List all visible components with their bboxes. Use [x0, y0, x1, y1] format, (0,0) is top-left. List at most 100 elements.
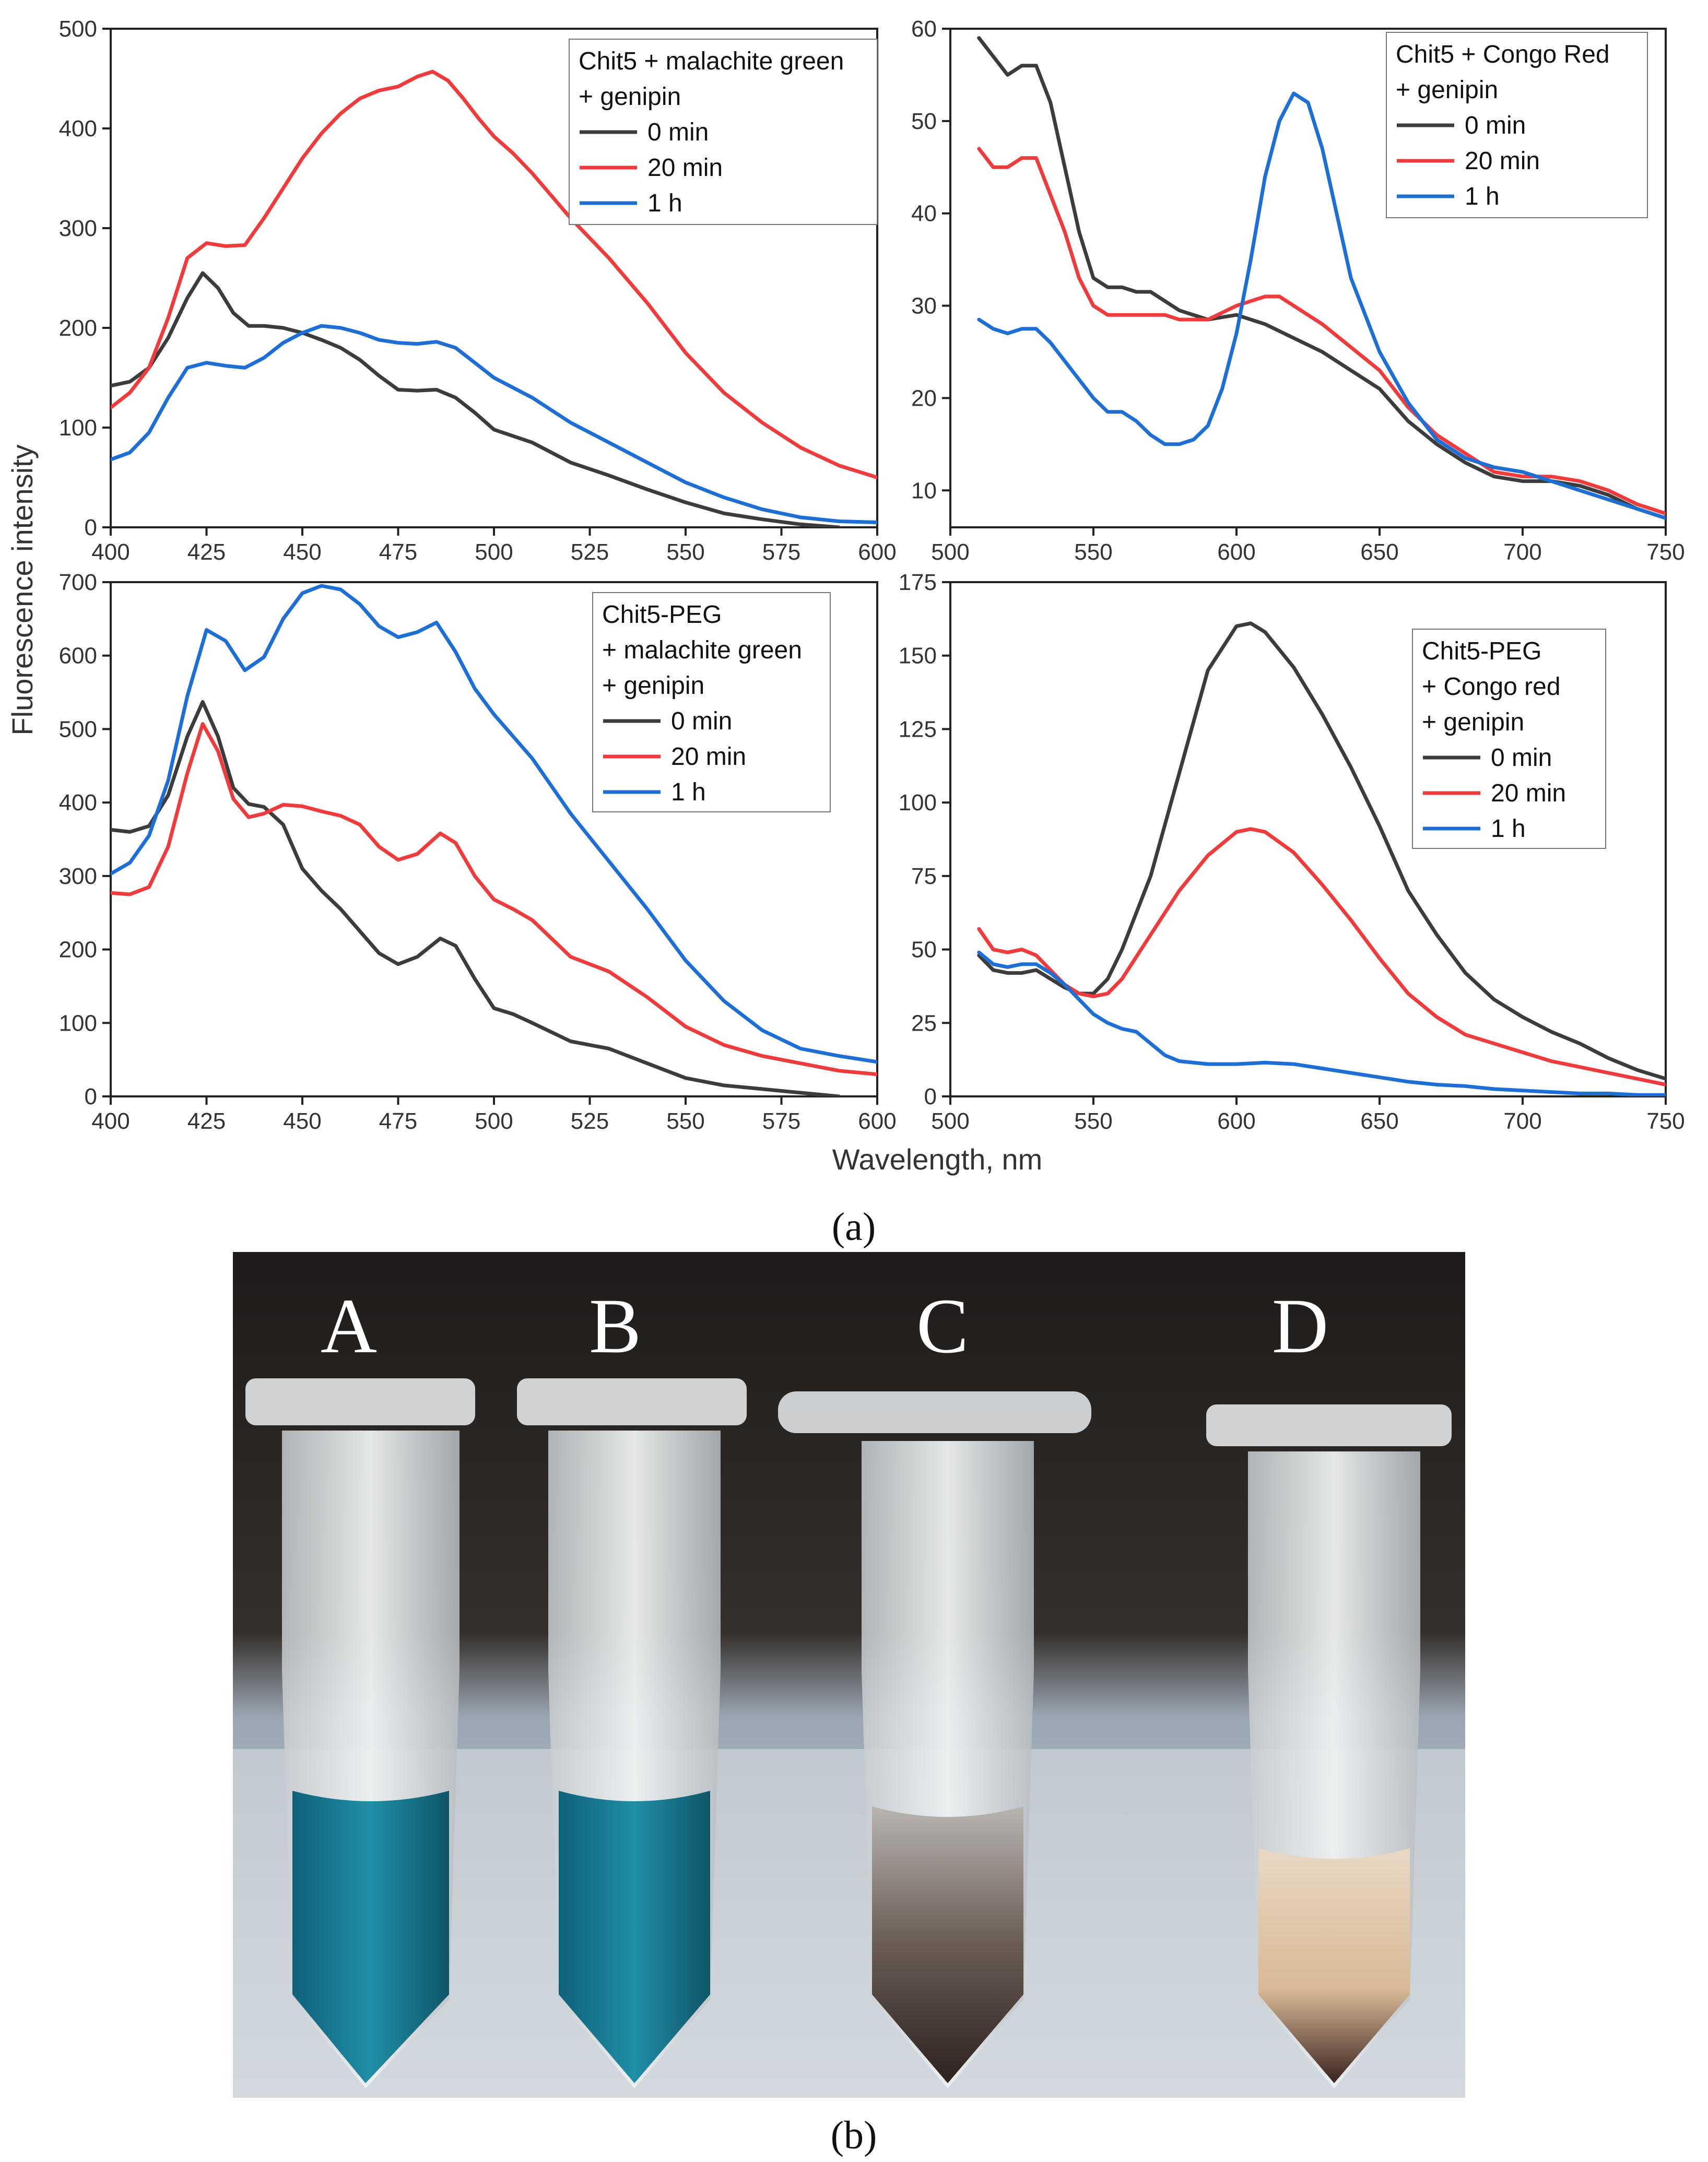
x-tick-label: 450: [283, 539, 321, 565]
y-tick-label: 600: [59, 643, 97, 669]
panel-label-a: (a): [832, 1205, 876, 1249]
series-line-1-h: [111, 324, 877, 524]
legend-label-1-h: 1 h: [647, 190, 682, 217]
blue-liquid: [292, 1791, 449, 2083]
tube-d: [1206, 1404, 1452, 2088]
blue-liquid: [559, 1791, 710, 2083]
series-line-20-min: [977, 827, 1666, 1086]
x-tick-label: 575: [762, 1108, 800, 1134]
legend-label-20-min: 20 min: [647, 154, 723, 182]
tube-cap: [1206, 1404, 1452, 1446]
x-tick-label: 475: [379, 539, 417, 565]
y-tick-label: 40: [911, 201, 937, 227]
y-tick-label: 0: [85, 1084, 97, 1109]
x-tick-label: 550: [1074, 1108, 1112, 1134]
y-tick-label: 50: [911, 937, 937, 963]
series-line-0-min: [111, 700, 841, 1096]
x-tick-label: 500: [931, 539, 969, 565]
x-tick-label: 400: [91, 539, 129, 565]
tube-label-d: D: [1272, 1283, 1328, 1369]
charts-layer: 400 425 450 475 500 525 550 575 6000100200300400…: [59, 16, 1685, 1134]
y-tick-label: 175: [899, 570, 937, 595]
legend-title-line: + genipin: [579, 83, 681, 111]
x-tick-label: 600: [858, 539, 896, 565]
chart-panel-1: 400 425 450 475 500 525 550 575 600 0 100 200 300 400…: [59, 16, 897, 565]
legend-title-line: Chit5 + malachite green: [579, 48, 844, 75]
y-tick-label: 300: [59, 864, 97, 889]
y-tick-label: 200: [59, 937, 97, 963]
legend-label-1-h: 1 h: [671, 778, 706, 806]
x-tick-label: 550: [666, 539, 704, 565]
series-line-1-h: [111, 584, 877, 1064]
tube-label-c: C: [916, 1283, 969, 1369]
y-tick-label: 60: [911, 16, 937, 42]
legend: Chit5 + malachite green + genipin 0 min 20 …: [569, 39, 878, 225]
y-tick-label: 400: [59, 116, 97, 141]
x-axis-title: Wavelength, nm: [832, 1143, 1043, 1176]
y-tick-label: 500: [59, 716, 97, 742]
legend-label-0-min: 0 min: [1491, 744, 1552, 772]
y-tick-label: 500: [59, 16, 97, 42]
x-tick-label: 525: [571, 1108, 609, 1134]
tube-c: [778, 1391, 1091, 2088]
tube-b: [517, 1378, 747, 2088]
y-axis-title: Fluorescence intensity: [6, 444, 39, 735]
x-tick-label: 600: [1217, 1108, 1255, 1134]
series-line-0-min: [111, 271, 841, 527]
x-tick-label: 750: [1646, 539, 1685, 565]
legend-title-line: Chit5-PEG: [1422, 637, 1541, 665]
tube-label-b: B: [589, 1283, 641, 1369]
y-tick-label: 100: [59, 1010, 97, 1036]
photo-panel: A B C D: [233, 1252, 1465, 2098]
legend-title-line: Chit5-PEG: [602, 601, 722, 629]
y-tick-label: 10: [911, 478, 937, 503]
y-tick-label: 50: [911, 109, 937, 134]
x-tick-label: 600: [858, 1108, 896, 1134]
x-tick-label: 500: [475, 1108, 513, 1134]
x-tick-label: 400: [91, 1108, 129, 1134]
y-tick-label: 300: [59, 216, 97, 241]
x-tick-label: 475: [379, 1108, 417, 1134]
y-tick-label: 400: [59, 790, 97, 816]
y-tick-label: 700: [59, 570, 97, 595]
panel-label-b: (b): [831, 2113, 877, 2157]
legend-box: [1412, 629, 1606, 849]
legend-label-1-h: 1 h: [1465, 183, 1500, 210]
y-tick-label: 25: [911, 1010, 937, 1036]
series-line-20-min: [111, 722, 877, 1077]
y-tick-label: 100: [59, 415, 97, 441]
legend-label-0-min: 0 min: [671, 707, 732, 735]
series-line-0-min: [977, 36, 1666, 520]
series-line-1-h: [977, 91, 1666, 520]
series-line-20-min: [977, 147, 1666, 515]
legend-title-line: + genipin: [602, 672, 704, 700]
y-tick-label: 200: [59, 315, 97, 341]
legend-label-0-min: 0 min: [647, 119, 709, 146]
tube-cap: [245, 1378, 475, 1425]
series-line-0-min: [977, 621, 1666, 1081]
x-tick-label: 550: [666, 1108, 704, 1134]
x-tick-label: 425: [187, 1108, 226, 1134]
legend: Chit5-PEG + Congo red + genipin 0 min 20 min…: [1412, 629, 1606, 849]
tube-label-a: A: [321, 1283, 377, 1369]
legend: Chit5-PEG + malachite green + genipin 0 min…: [592, 592, 831, 812]
y-tick-label: 30: [911, 293, 937, 319]
tube-a: [245, 1378, 475, 2088]
legend-title-line: + genipin: [1396, 76, 1498, 104]
x-tick-label: 650: [1360, 539, 1398, 565]
y-tick-label: 0: [85, 515, 97, 540]
brown-suspension: [872, 1806, 1023, 2083]
y-tick-label: 75: [911, 864, 937, 889]
x-tick-label: 500: [475, 539, 513, 565]
chart-panel-2: 500 550 600 650 700 750 10 20 30 40 50 60 Chit5 + Co…: [911, 16, 1685, 565]
x-tick-label: 650: [1360, 1108, 1398, 1134]
x-tick-label: 450: [283, 1108, 321, 1134]
y-tick-label: 125: [899, 716, 937, 742]
x-tick-label: 600: [1217, 539, 1255, 565]
x-tick-label: 525: [571, 539, 609, 565]
x-tick-label: 700: [1503, 1108, 1541, 1134]
y-tick-label: 20: [911, 385, 937, 411]
series-line-20-min: [111, 69, 877, 479]
legend-title-line: + Congo red: [1422, 673, 1561, 701]
